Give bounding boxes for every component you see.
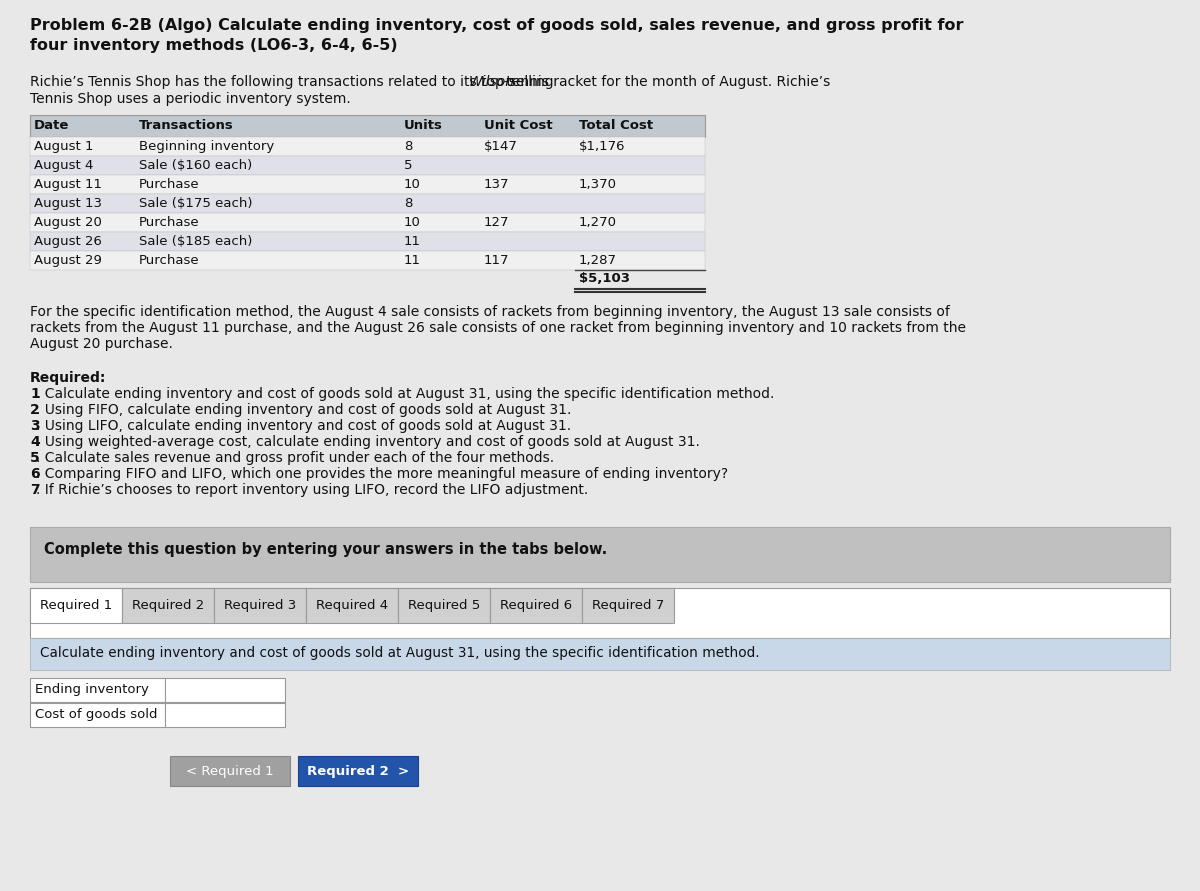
Text: Purchase: Purchase [139, 254, 199, 267]
Text: 7: 7 [30, 483, 40, 497]
Text: Total Cost: Total Cost [580, 119, 653, 132]
Bar [30, 194, 706, 213]
Text: August 26: August 26 [34, 235, 102, 248]
Bar [30, 232, 706, 251]
Text: Beginning inventory: Beginning inventory [139, 140, 275, 153]
Bar [30, 175, 706, 194]
Text: Required:: Required: [30, 371, 107, 385]
Text: Ending inventory: Ending inventory [35, 683, 149, 696]
Bar [30, 588, 122, 623]
Text: Required 6: Required 6 [500, 599, 572, 612]
Text: 4: 4 [30, 435, 40, 449]
Text: 5: 5 [404, 159, 413, 172]
Text: Calculate ending inventory and cost of goods sold at August 31, using the specif: Calculate ending inventory and cost of g… [40, 646, 760, 660]
Text: 10: 10 [404, 178, 421, 191]
Bar [30, 638, 1170, 670]
Bar [30, 251, 706, 270]
Text: Date: Date [34, 119, 70, 132]
Text: 3: 3 [30, 419, 40, 433]
Text: four inventory methods (LO6-3, 6-4, 6-5): four inventory methods (LO6-3, 6-4, 6-5) [30, 38, 397, 53]
Text: 1,270: 1,270 [580, 216, 617, 229]
Text: Cost of goods sold: Cost of goods sold [35, 708, 157, 721]
Text: < Required 1: < Required 1 [186, 764, 274, 778]
Bar [214, 588, 306, 623]
Text: Purchase: Purchase [139, 178, 199, 191]
Text: Required 3: Required 3 [224, 599, 296, 612]
Text: Required 5: Required 5 [408, 599, 480, 612]
Text: tennis racket for the month of August. Richie’s: tennis racket for the month of August. R… [502, 75, 830, 89]
Bar [298, 756, 418, 786]
Text: Unit Cost: Unit Cost [484, 119, 553, 132]
Text: 137: 137 [484, 178, 510, 191]
Text: 11: 11 [404, 254, 421, 267]
Text: Tennis Shop uses a periodic inventory system.: Tennis Shop uses a periodic inventory sy… [30, 92, 350, 106]
Text: 1,287: 1,287 [580, 254, 617, 267]
Text: . Calculate ending inventory and cost of goods sold at August 31, using the spec: . Calculate ending inventory and cost of… [36, 387, 774, 401]
Bar [30, 213, 706, 232]
Text: Required 1: Required 1 [40, 599, 112, 612]
Bar [30, 527, 1170, 582]
Text: 5: 5 [30, 451, 40, 465]
Text: Transactions: Transactions [139, 119, 234, 132]
Text: . Comparing FIFO and LIFO, which one provides the more meaningful measure of end: . Comparing FIFO and LIFO, which one pro… [36, 467, 727, 481]
Text: Sale ($175 each): Sale ($175 each) [139, 197, 252, 210]
Bar [122, 588, 214, 623]
Bar [582, 588, 674, 623]
Text: Wilson: Wilson [468, 75, 515, 89]
Text: . Using weighted-average cost, calculate ending inventory and cost of goods sold: . Using weighted-average cost, calculate… [36, 435, 700, 449]
Bar [490, 588, 582, 623]
Text: August 20: August 20 [34, 216, 102, 229]
Text: Required 2  >: Required 2 > [307, 764, 409, 778]
Bar [166, 703, 286, 727]
Text: Purchase: Purchase [139, 216, 199, 229]
Text: 11: 11 [404, 235, 421, 248]
Text: Richie’s Tennis Shop has the following transactions related to its top-selling: Richie’s Tennis Shop has the following t… [30, 75, 558, 89]
Text: 2: 2 [30, 403, 40, 417]
Text: . Calculate sales revenue and gross profit under each of the four methods.: . Calculate sales revenue and gross prof… [36, 451, 553, 465]
Text: Sale ($160 each): Sale ($160 each) [139, 159, 252, 172]
Bar [398, 588, 490, 623]
Bar [30, 588, 1170, 638]
Text: . Using FIFO, calculate ending inventory and cost of goods sold at August 31.: . Using FIFO, calculate ending inventory… [36, 403, 571, 417]
Text: Problem 6-2B (Algo) Calculate ending inventory, cost of goods sold, sales revenu: Problem 6-2B (Algo) Calculate ending inv… [30, 18, 964, 33]
Bar [166, 678, 286, 702]
Text: Sale ($185 each): Sale ($185 each) [139, 235, 252, 248]
Text: August 4: August 4 [34, 159, 94, 172]
Text: Required 4: Required 4 [316, 599, 388, 612]
Text: August 20 purchase.: August 20 purchase. [30, 337, 173, 351]
Bar [30, 703, 166, 727]
Text: Required 2: Required 2 [132, 599, 204, 612]
Bar [30, 137, 706, 156]
Text: $147: $147 [484, 140, 518, 153]
Text: August 29: August 29 [34, 254, 102, 267]
Text: 6: 6 [30, 467, 40, 481]
Text: $5,103: $5,103 [580, 272, 630, 285]
Bar [170, 756, 290, 786]
Text: Complete this question by entering your answers in the tabs below.: Complete this question by entering your … [44, 542, 607, 557]
Text: . Using LIFO, calculate ending inventory and cost of goods sold at August 31.: . Using LIFO, calculate ending inventory… [36, 419, 571, 433]
Text: 8: 8 [404, 140, 413, 153]
Text: Required 7: Required 7 [592, 599, 664, 612]
Bar [306, 588, 398, 623]
Text: Units: Units [404, 119, 443, 132]
Text: 1,370: 1,370 [580, 178, 617, 191]
Text: 8: 8 [404, 197, 413, 210]
Bar [30, 678, 166, 702]
Bar [30, 156, 706, 175]
Text: rackets from the August 11 purchase, and the August 26 sale consists of one rack: rackets from the August 11 purchase, and… [30, 321, 966, 335]
Text: 10: 10 [404, 216, 421, 229]
Text: 127: 127 [484, 216, 510, 229]
Bar [30, 115, 706, 137]
Text: $1,176: $1,176 [580, 140, 625, 153]
Text: For the specific identification method, the August 4 sale consists of rackets fr: For the specific identification method, … [30, 305, 950, 319]
Text: 117: 117 [484, 254, 510, 267]
Text: August 13: August 13 [34, 197, 102, 210]
Text: . If Richie’s chooses to report inventory using LIFO, record the LIFO adjustment: . If Richie’s chooses to report inventor… [36, 483, 588, 497]
Text: 1: 1 [30, 387, 40, 401]
Text: August 11: August 11 [34, 178, 102, 191]
Text: August 1: August 1 [34, 140, 94, 153]
